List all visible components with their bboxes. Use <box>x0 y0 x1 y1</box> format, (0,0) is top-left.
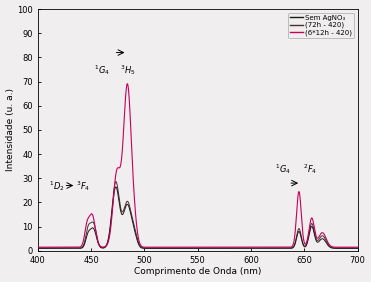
Y-axis label: Intensidade (u. a.): Intensidade (u. a.) <box>6 89 14 171</box>
X-axis label: Comprimento de Onda (nm): Comprimento de Onda (nm) <box>134 267 262 276</box>
Text: $^3H_5$: $^3H_5$ <box>119 63 135 77</box>
Text: $^2F_4$: $^2F_4$ <box>303 162 318 176</box>
Legend: Sem AgNO₃, (72h - 420), (6*12h - 420): Sem AgNO₃, (72h - 420), (6*12h - 420) <box>288 12 354 38</box>
Text: $^1G_4$: $^1G_4$ <box>94 63 110 77</box>
Text: $^1D_2$: $^1D_2$ <box>49 179 65 193</box>
Text: $^1G_4$: $^1G_4$ <box>275 162 291 176</box>
Text: $^3F_4$: $^3F_4$ <box>76 179 90 193</box>
